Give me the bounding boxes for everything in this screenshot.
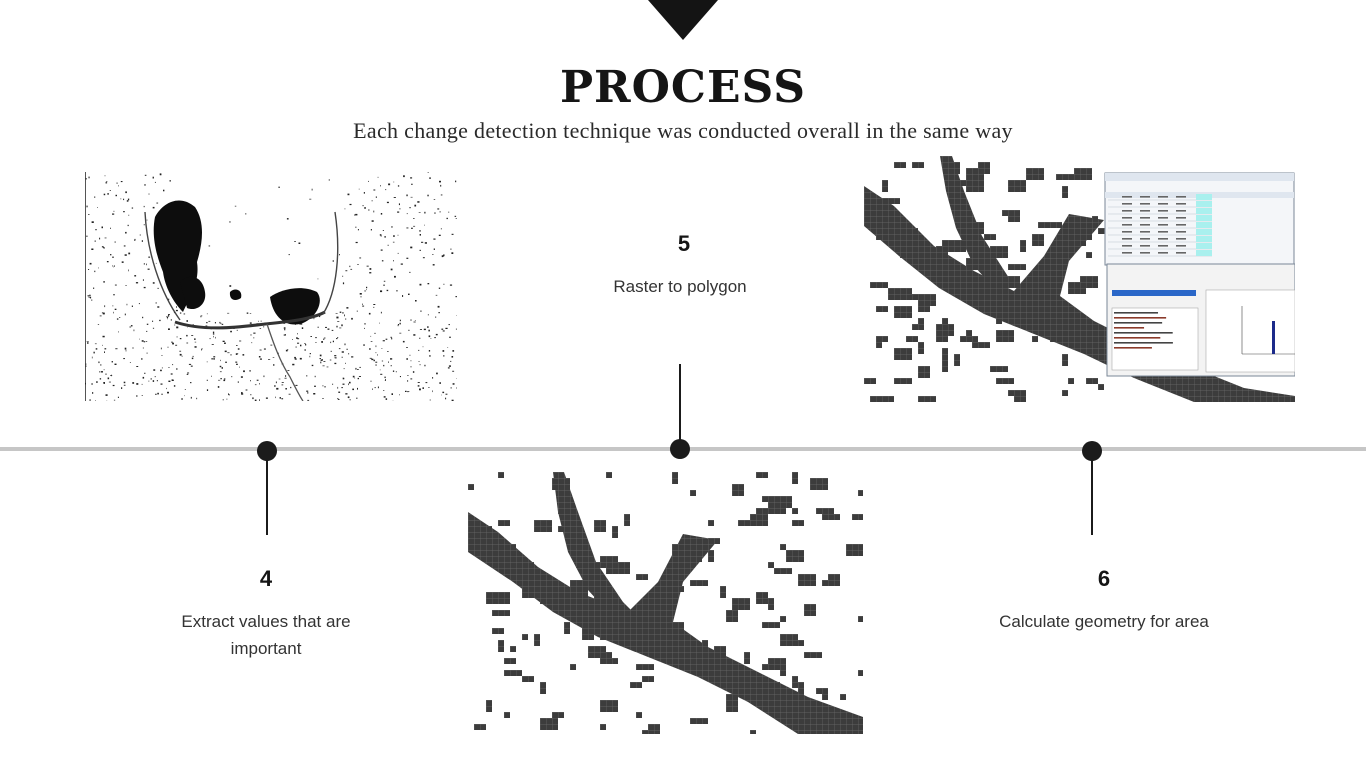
page-title: PROCESS (559, 62, 807, 113)
step-6-number: 6 (1097, 566, 1111, 591)
step-4-marker-dot (257, 441, 277, 461)
step-6-description: Calculate geometry for area (999, 612, 1209, 631)
step-5-number: 5 (677, 231, 691, 256)
page-subtitle: Each change detection technique was cond… (353, 118, 1013, 143)
step-5-marker-dot (670, 439, 690, 459)
step-4-connector (266, 458, 268, 535)
polygon-with-attribute-table-image (864, 156, 1295, 402)
step-4-number: 4 (259, 566, 273, 591)
step-5-connector (679, 364, 681, 442)
step-4-description: Extract values that are important (181, 612, 351, 658)
polygon-grid-image (468, 472, 863, 734)
step-6-marker-dot (1082, 441, 1102, 461)
binary-change-raster-image (85, 172, 457, 401)
step-6-connector (1091, 458, 1093, 535)
top-triangle-marker (648, 0, 718, 40)
step-5-description: Raster to polygon (613, 277, 747, 296)
